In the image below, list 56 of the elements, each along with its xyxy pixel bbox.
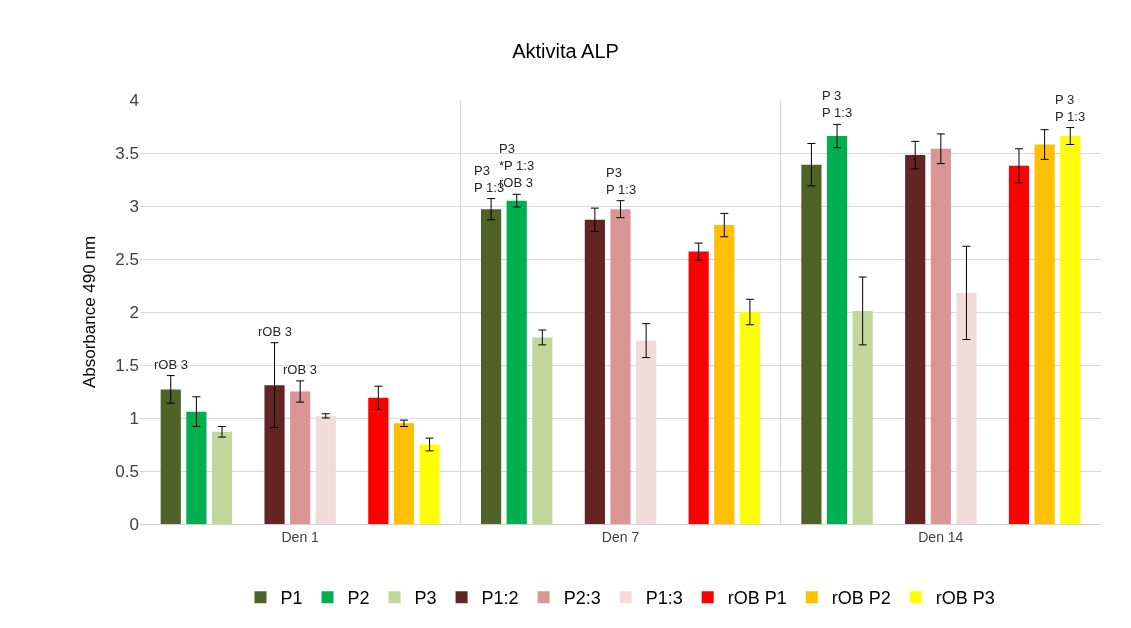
legend-label: P1:2 <box>481 588 519 609</box>
annotation: rOB 3 <box>258 324 292 339</box>
legend-label: P2:3 <box>563 588 601 609</box>
bar <box>905 155 926 524</box>
bar <box>186 411 207 524</box>
bar <box>368 397 389 524</box>
bar <box>160 389 181 524</box>
bar <box>315 415 336 524</box>
bar <box>714 225 735 524</box>
x-tick-label: Den 1 <box>281 528 320 545</box>
x-tick-label: Den 7 <box>601 528 640 545</box>
bar <box>584 219 605 524</box>
legend-label: rOB P2 <box>831 588 891 609</box>
annotation: P3 P 1:3 <box>606 165 637 197</box>
y-tick-label: 3 <box>129 196 139 216</box>
bar <box>930 148 951 524</box>
annotation: P 3 P 1:3 <box>1055 92 1086 124</box>
bar <box>688 251 709 524</box>
y-tick-label: 4 <box>129 90 139 110</box>
y-tick-label: 0.5 <box>115 461 139 481</box>
y-tick-label: 2 <box>129 302 139 322</box>
bar <box>264 385 285 524</box>
y-tick-label: 0 <box>129 514 139 534</box>
chart-title: Aktivita ALP <box>512 39 619 62</box>
bar <box>419 444 440 524</box>
y-tick-label: 1 <box>129 408 139 428</box>
bar <box>1060 136 1081 524</box>
legend-label: P3 <box>414 588 437 609</box>
legend-label: P2 <box>347 588 370 609</box>
legend-label: P1 <box>280 588 303 609</box>
y-tick-label: 3.5 <box>115 143 139 163</box>
bar <box>393 423 415 524</box>
bar <box>636 340 657 524</box>
y-tick-label: 1.5 <box>115 355 139 375</box>
legend-label: P1:3 <box>645 588 683 609</box>
bar <box>480 209 502 524</box>
bar <box>610 209 631 524</box>
bar <box>211 431 233 524</box>
annotation: P 3 P 1:3 <box>822 88 853 120</box>
bar <box>532 337 553 524</box>
legend-label: rOB P3 <box>935 588 995 609</box>
bar <box>956 292 977 524</box>
annotation: rOB 3 <box>283 362 317 377</box>
bar <box>290 391 311 524</box>
bar <box>1034 144 1055 524</box>
bar <box>826 136 848 524</box>
bar <box>852 310 873 524</box>
y-tick-label: 2.5 <box>115 249 139 269</box>
bar <box>739 312 761 524</box>
bar <box>801 164 822 524</box>
x-tick-label: Den 14 <box>918 528 964 545</box>
legend-label: rOB P1 <box>727 588 787 609</box>
bar <box>1008 165 1030 524</box>
y-axis-title: Absorbance 490 nm <box>79 235 99 389</box>
annotation: rOB 3 <box>154 357 188 372</box>
bar <box>506 200 527 524</box>
